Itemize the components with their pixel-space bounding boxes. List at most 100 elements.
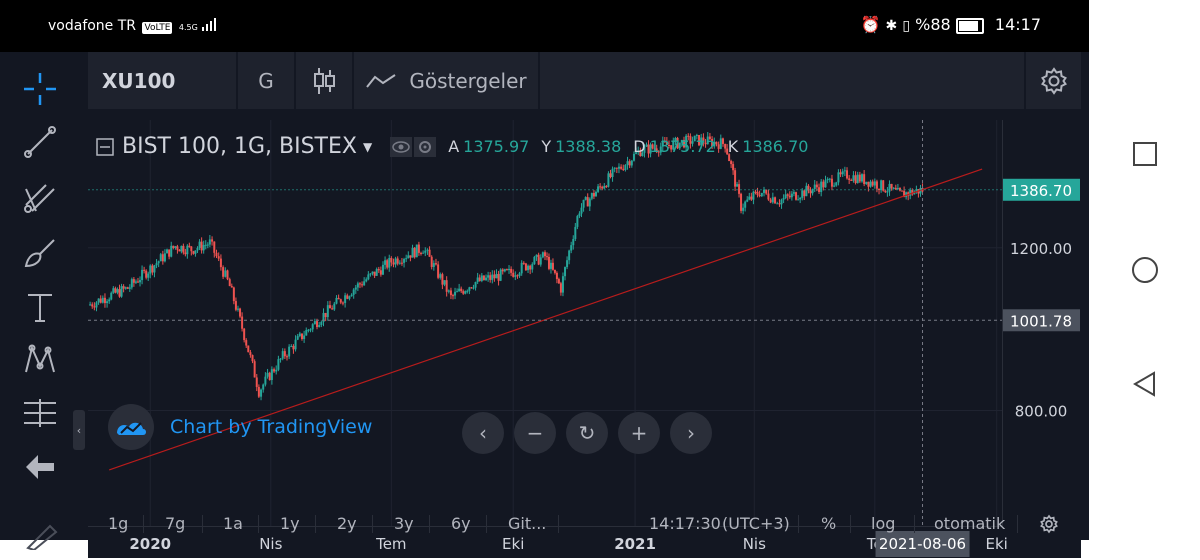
candle-body [553,269,556,273]
range-7g[interactable]: 7g [165,514,186,533]
text-tool[interactable] [12,282,68,332]
chart-area[interactable]: 1386.70 1001.78 800.00 1200.00 2020 Nis Tem Eki… [88,120,1081,558]
candle-body [420,252,423,254]
measure-tool[interactable] [12,388,68,438]
candle-body [795,192,798,200]
scroll-left-button[interactable]: ‹ [462,412,504,454]
candle-body [480,275,483,281]
candle-body [333,303,336,310]
bluetooth-icon: ✱ [885,18,898,34]
candle-body [626,161,629,166]
candle-body [841,171,844,175]
candle-body [780,199,783,205]
candle-body [388,258,391,268]
candle-body [624,165,627,170]
candle-body [390,258,393,263]
candle-body [487,275,490,278]
chart-properties-button[interactable] [1039,507,1059,540]
candle-body [373,271,376,276]
tradingview-watermark[interactable]: Chart by TradingView [108,404,372,450]
candle-body [266,372,269,377]
zoom-in-button[interactable]: + [618,412,660,454]
home-button[interactable] [1089,245,1200,295]
measure-icon [24,399,56,427]
candle-body [628,161,631,166]
percent-scale-button[interactable]: % [821,514,837,533]
collapse-toolbar-button[interactable]: ‹ [73,410,85,450]
range-1a[interactable]: 1a [223,514,243,533]
candle-body [680,139,683,143]
candle-body [428,249,431,257]
candle-body [865,181,868,185]
trend-line-tool[interactable] [12,117,68,167]
zoom-out-button[interactable]: − [514,412,556,454]
alarm-icon: ⏰ [860,15,881,34]
candle-body [226,270,229,280]
candle-body [413,247,416,258]
candle-body [557,279,560,284]
goto-date-button[interactable]: Git... [508,514,547,533]
range-1y[interactable]: 1y [280,514,300,533]
y-tick-label: 1200.00 [1010,240,1072,258]
candle-body [837,172,840,183]
candle-body [432,263,435,267]
back-button[interactable] [1089,359,1200,409]
pitchfork-tool[interactable] [12,172,68,222]
range-3y[interactable]: 3y [394,514,414,533]
candle-body [617,166,620,169]
candle-body [728,154,731,162]
symbol-search-button[interactable]: XU100 [88,52,236,109]
log-scale-button[interactable]: log [871,514,896,533]
candle-body [153,265,156,273]
candle-body [89,304,92,306]
series-dropdown-icon[interactable]: ▼ [362,139,373,154]
candle-body [192,251,195,254]
candle-body [222,267,225,277]
chart-type-button[interactable] [296,52,352,109]
chart-settings-button[interactable] [1026,52,1081,109]
candle-body [346,295,349,299]
series-title[interactable]: BIST 100, 1G, BISTEX [122,134,357,159]
ohlc-close-value: 1386.70 [742,137,809,156]
range-1g[interactable]: 1g [108,514,129,533]
candle-body [188,245,191,247]
pattern-tool[interactable] [12,335,68,385]
zoom-in-icon: + [630,421,648,445]
series-settings-icon[interactable] [414,136,437,157]
candle-body [615,167,618,169]
price-badge-label: 1386.70 [1010,182,1072,200]
interval-button[interactable]: G [238,52,294,109]
candle-body [732,164,735,171]
candle-body [790,193,793,198]
candle-body [243,328,246,341]
ruler-tool[interactable] [12,510,68,560]
candle-body [915,189,918,192]
candle-body [689,136,692,144]
candle-body [594,191,597,197]
reset-button[interactable]: ↻ [566,412,608,454]
indicators-button[interactable]: Göstergeler [354,52,538,109]
timezone-button[interactable]: (UTC+3) [722,514,790,533]
candle-body [776,203,779,205]
auto-scale-button[interactable]: otomatik [934,514,1006,533]
crosshair-tool[interactable] [12,64,68,114]
candle-body [180,245,183,252]
collapse-legend-icon[interactable] [96,137,114,156]
candle-body [439,274,442,278]
candle-body [93,306,96,308]
brush-tool[interactable] [12,227,68,277]
candle-body [811,189,814,194]
candle-body [264,376,267,385]
candle-body [719,138,722,149]
scroll-right-button[interactable]: › [670,412,712,454]
candle-body [313,321,316,325]
candle-body [381,264,384,275]
visibility-icon[interactable] [390,136,413,157]
candle-body [570,245,573,251]
candle-body [801,190,804,198]
range-6y[interactable]: 6y [451,514,471,533]
range-2y[interactable]: 2y [337,514,357,533]
recents-button[interactable] [1089,129,1200,179]
back-tool[interactable] [12,442,68,492]
